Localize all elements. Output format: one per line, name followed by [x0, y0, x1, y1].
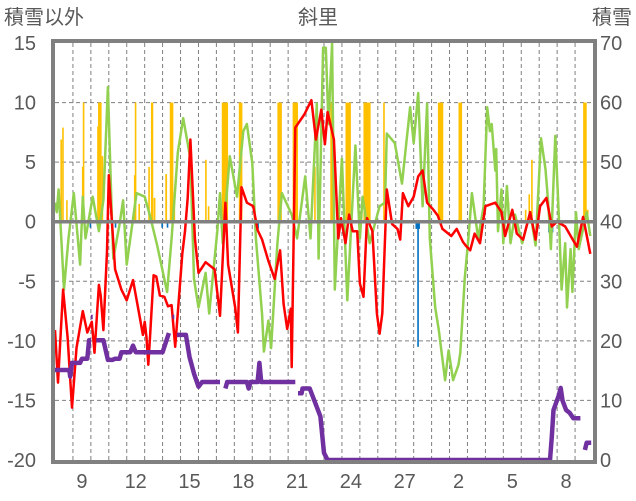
left-tick-label: 10 — [14, 93, 36, 115]
x-tick-label: 12 — [125, 471, 147, 493]
orange-bar — [153, 197, 156, 222]
x-tick-label: 18 — [232, 471, 254, 493]
right-tick-label: 50 — [600, 152, 622, 174]
red-series-line — [53, 98, 592, 409]
orange-bar — [62, 127, 64, 222]
orange-bar — [207, 206, 210, 222]
orange-bar — [205, 159, 207, 222]
left-axis-title: 積雪以外 — [4, 6, 84, 29]
right-tick-label: 30 — [600, 271, 622, 293]
right-tick-label: 10 — [600, 390, 622, 412]
purple-series-line — [176, 332, 220, 389]
orange-bar — [148, 166, 150, 222]
orange-bar — [169, 102, 174, 222]
orange-bar — [531, 159, 533, 222]
left-tick-label: -10 — [7, 331, 36, 353]
left-tick-label: 0 — [25, 212, 36, 234]
left-tick-label: -5 — [18, 271, 36, 293]
orange-bar — [458, 102, 463, 222]
left-tick-label: -20 — [7, 450, 36, 472]
purple-series-line — [298, 385, 581, 463]
x-tick-label: 2 — [453, 471, 464, 493]
axes-frame — [51, 39, 597, 464]
blue-bar — [166, 221, 169, 228]
orange-bar — [82, 102, 85, 222]
chart-title: 斜里 — [298, 6, 338, 29]
right-tick-label: 40 — [600, 212, 622, 234]
orange-bar — [98, 102, 102, 222]
purple-series-line — [582, 440, 592, 451]
purple-series-line — [96, 332, 172, 363]
orange-bar — [314, 166, 316, 222]
orange-bar — [165, 174, 168, 222]
orange-bar — [524, 209, 527, 222]
right-axis-title: 積雪 — [592, 6, 632, 29]
orange-bar — [66, 200, 68, 222]
orange-bar — [150, 102, 154, 222]
orange-bar — [277, 102, 282, 222]
right-tick-label: 20 — [600, 331, 622, 353]
orange-bar — [81, 166, 84, 222]
orange-bar — [345, 102, 351, 222]
left-tick-label: 15 — [14, 33, 36, 55]
blue-bar — [89, 221, 92, 228]
orange-bar — [101, 156, 104, 222]
x-tick-label: 9 — [76, 471, 87, 493]
orange-bar — [383, 102, 385, 222]
orange-bar — [363, 102, 371, 222]
blue-bar — [257, 221, 259, 229]
orange-bar — [437, 102, 444, 222]
right-tick-label: 60 — [600, 93, 622, 115]
green-series-line — [53, 41, 592, 382]
orange-bar — [60, 139, 62, 222]
x-tick-label: 27 — [394, 471, 416, 493]
blue-bar — [417, 221, 419, 347]
orange-bar — [330, 102, 333, 222]
blue-bar — [114, 221, 117, 228]
x-tick-label: 8 — [561, 471, 572, 493]
blue-bar — [161, 221, 163, 228]
orange-bar — [528, 194, 531, 222]
line-series — [53, 41, 592, 463]
plot-frame — [51, 39, 597, 464]
x-tick-label: 24 — [340, 471, 362, 493]
x-tick-label: 5 — [507, 471, 518, 493]
left-tick-label: 5 — [25, 152, 36, 174]
orange-bar — [221, 102, 229, 222]
x-tick-label: 21 — [286, 471, 308, 493]
x-tick-label: 15 — [178, 471, 200, 493]
orange-bar — [583, 102, 587, 222]
right-tick-label: 70 — [600, 33, 622, 55]
right-tick-label: 0 — [600, 450, 611, 472]
gridlines — [55, 43, 593, 460]
purple-series-line — [223, 360, 296, 391]
purple-series-line — [55, 338, 92, 379]
orange-bar — [134, 102, 137, 222]
orange-bar — [138, 203, 140, 222]
left-tick-label: -15 — [7, 390, 36, 412]
